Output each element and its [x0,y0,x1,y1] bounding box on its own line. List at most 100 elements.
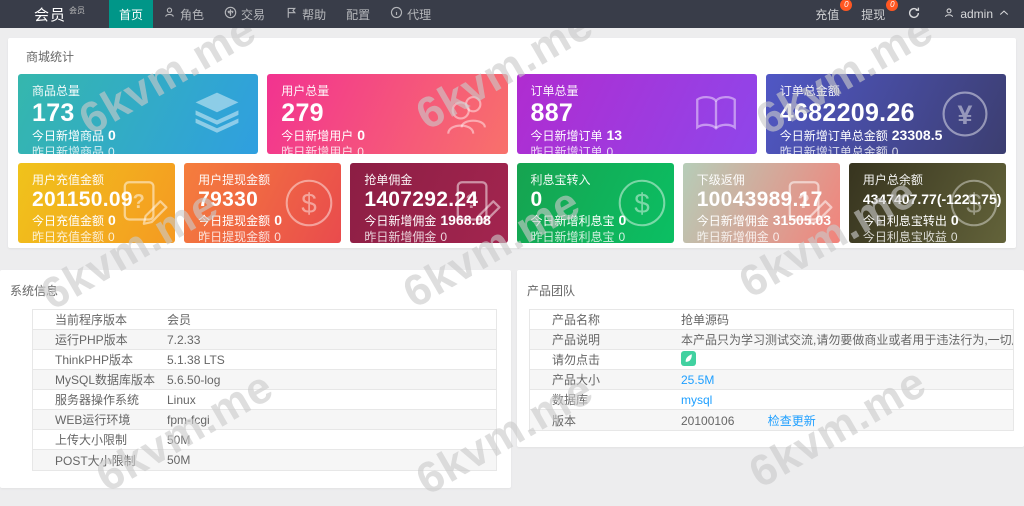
stat-yesterday-line: 昨日新增佣金 0 [696,229,780,243]
svg-text:?: ? [465,191,477,213]
withdraw-label: 提现 [861,7,886,22]
stat-title: 利息宝转入 [530,173,591,187]
stat-title: 用户充值金额 [32,173,105,187]
stat-card-users: 用户总量 279 今日新增用户 0 昨日新增用户 0 [267,74,508,154]
stat-value: 10043989.17 [696,188,823,211]
table-row: 当前程序版本 会员 [33,310,496,330]
stat-yesterday-line: 昨日新增佣金 0 [364,229,448,243]
check-update-link[interactable]: 检查更新 [767,413,816,428]
table-row: 数据库 mysql [530,390,1013,410]
stat-card-rebate: 下级返佣 10043989.17 今日新增佣金 31505.03 昨日新增佣金 0 … [682,163,840,243]
dollar-circle-icon: $ [616,177,668,229]
scales-icon [224,6,237,22]
top-navbar: 会员 会员 首页 角色 交易 帮助 配置 代理 充值 0 [0,0,1024,28]
stat-title: 用户提现金额 [198,173,271,187]
product-size-link[interactable]: 25.5M [681,372,715,387]
stat-value: 173 [32,99,75,127]
stat-today-line: 今日新增利息宝 0 [530,211,627,228]
stat-card-orders: 订单总量 887 今日新增订单 13 昨日新增订单 0 [516,74,757,154]
stat-title: 订单总金额 [779,84,840,98]
tab-help[interactable]: 帮助 [275,0,336,28]
stat-card-order-amount: 订单总金额 4682209.26 今日新增订单总金额 23308.5 昨日新增订单… [765,74,1006,154]
book-icon [691,89,741,139]
table-row: 上传大小限制 50M [33,430,496,450]
navbar-right: 充值 0 提现 0 admin [815,0,1024,28]
table-row: 服务器操作系统 Linux [33,390,496,410]
withdraw-button[interactable]: 提现 0 [861,0,899,23]
layers-icon [192,89,242,139]
stat-today-line: 今日新增订单 13 [530,127,623,144]
main-menu: 首页 角色 交易 帮助 配置 代理 [109,0,441,28]
table-row: POST大小限制 50M [33,450,496,470]
caret-up-icon [998,7,1010,22]
stat-yesterday-line: 今日利息宝收益 0 [862,229,958,243]
svg-text:¥: ¥ [958,100,973,130]
table-row: 产品名称 抢单源码 [530,310,1013,330]
stat-title: 用户总余额 [862,173,923,187]
table-row: 运行PHP版本 7.2.33 [33,330,496,350]
system-info-table: 当前程序版本 会员 运行PHP版本 7.2.33 ThinkPHP版本 5.1.38 … [32,309,497,471]
stat-today-line: 今日新增订单总金额 23308.5 [779,127,943,144]
stat-value: 279 [281,99,324,127]
stats-row-1: 商品总量 173 今日新增商品 0 昨日新增商品 0 用户总量 279 今日新增用户… [18,74,1006,154]
recharge-badge: 0 [840,0,853,11]
stat-yesterday-line: 昨日新增利息宝 0 [530,229,626,243]
stat-today-line: 今日利息宝转出 0 [862,211,959,228]
dollar-circle-icon: $ [948,177,1000,229]
stat-title: 商品总量 [32,84,81,98]
stat-title: 下级返佣 [696,173,745,187]
table-row: ThinkPHP版本 5.1.38 LTS [33,350,496,370]
stat-title: 订单总量 [530,84,579,98]
admin-username: admin [960,7,993,21]
app-logo-text: 会员 [34,6,67,24]
stat-card-recharge: 用户充值金额 201150.09 今日充值金额 0 昨日充值金额 0 ? [18,163,176,243]
tab-roles[interactable]: 角色 [153,0,214,28]
stat-value: 79330 [198,188,259,211]
tab-help-label: 帮助 [302,7,327,22]
stats-panel: 商城统计 商品总量 173 今日新增商品 0 昨日新增商品 0 用户总量 279 今… [8,38,1016,248]
tab-config[interactable]: 配置 [336,0,380,28]
doc-question-icon: ? [450,177,502,229]
tab-config-label: 配置 [346,7,371,22]
stat-value: 1407292.24 [364,188,479,211]
refresh-button[interactable] [907,6,921,23]
tab-agent[interactable]: 代理 [380,0,441,28]
stats-section-title: 商城统计 [26,50,75,64]
doc-question-icon: ? [117,177,169,229]
app-logo-sup: 会员 [69,5,86,15]
stat-yesterday-line: 昨日新增订单总金额 0 [779,145,899,154]
system-info-title: 系统信息 [10,284,59,298]
tab-trade[interactable]: 交易 [214,0,275,28]
version-number: 20100106 [681,413,735,428]
refresh-icon [907,7,921,23]
recharge-button[interactable]: 充值 0 [815,0,853,23]
stat-yesterday-line: 昨日新增用户 0 [281,145,364,154]
stat-title: 用户总量 [281,84,330,98]
stat-yesterday-line: 昨日新增商品 0 [32,145,115,154]
stat-yesterday-line: 昨日提现金额 0 [198,229,281,243]
green-app-icon[interactable] [681,350,696,366]
stat-title: 抢单佣金 [364,173,413,187]
stat-card-balance: 用户总余额 4347407.77(-1221.75) 今日利息宝转出 0 今日利息… [848,163,1007,243]
stat-value: 887 [530,99,574,127]
flag-icon [285,6,298,22]
admin-menu[interactable]: admin [943,7,1010,22]
app-logo: 会员 会员 [0,0,85,28]
svg-text:?: ? [797,191,809,213]
table-row: WEB运行环境 fpm-fcgi [33,410,496,430]
tab-home[interactable]: 首页 [109,0,154,28]
svg-text:$: $ [966,188,982,219]
database-link[interactable]: mysql [681,392,713,407]
stat-today-line: 今日提现金额 0 [198,211,282,228]
stat-today-line: 今日新增商品 0 [32,127,116,144]
users-icon [442,89,492,139]
stat-card-commission: 抢单佣金 1407292.24 今日新增佣金 1968.08 昨日新增佣金 0 ? [350,163,508,243]
withdraw-badge: 0 [886,0,899,11]
circled-info-icon [390,6,403,22]
tab-agent-label: 代理 [407,7,432,22]
stat-card-products: 商品总量 173 今日新增商品 0 昨日新增商品 0 [18,74,259,154]
svg-text:$: $ [302,188,318,219]
recharge-label: 充值 [815,7,840,22]
dollar-circle-icon: $ [283,177,335,229]
table-row: 产品说明 本产品只为学习测试交流,请勿要做商业或者用于违法行为,一切后果自负 [530,330,1013,350]
